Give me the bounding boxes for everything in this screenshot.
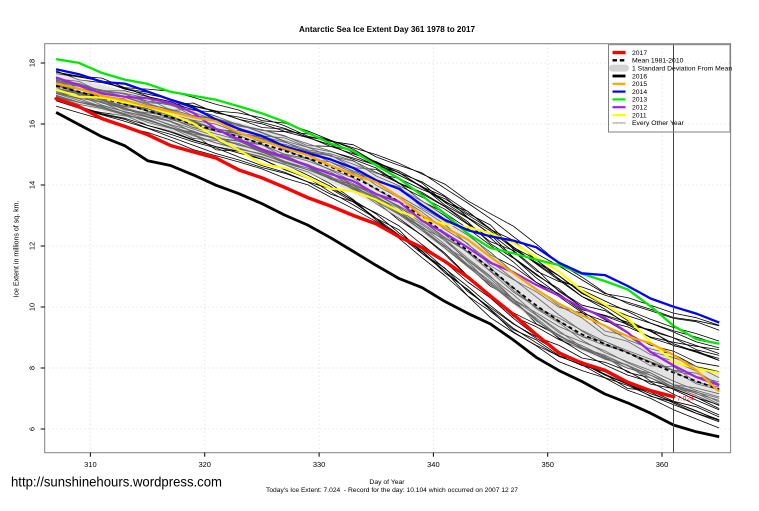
svg-text:310: 310 (84, 460, 97, 469)
svg-text:350: 350 (541, 460, 554, 469)
svg-text:2011: 2011 (632, 112, 647, 119)
svg-text:Antarctic Sea Ice Extent Day 3: Antarctic Sea Ice Extent Day 361 1978 to… (299, 25, 476, 34)
svg-text:16: 16 (28, 120, 37, 128)
svg-text:Every Other Year: Every Other Year (632, 120, 684, 127)
svg-text:360: 360 (656, 460, 669, 469)
svg-text:320: 320 (198, 460, 211, 469)
svg-text:18: 18 (28, 59, 37, 67)
svg-text:2012: 2012 (632, 105, 647, 112)
svg-text:2017: 2017 (632, 50, 647, 57)
svg-text:1 Standard Deviation From Mean: 1 Standard Deviation From Mean (632, 65, 732, 72)
svg-text:10: 10 (28, 303, 37, 311)
svg-text:14: 14 (28, 181, 37, 189)
svg-text:2016: 2016 (632, 73, 647, 80)
svg-text:2014: 2014 (632, 89, 647, 96)
svg-text:Ice Extent in millions of sq.: Ice Extent in millions of sq. km. (14, 200, 21, 297)
svg-text:Day of Year: Day of Year (369, 479, 405, 486)
svg-text:6: 6 (28, 427, 37, 431)
svg-text:2013: 2013 (632, 97, 647, 104)
svg-text:http://sunshinehours.wordpress: http://sunshinehours.wordpress.com (11, 473, 222, 489)
svg-text:12: 12 (28, 242, 37, 250)
svg-text:8: 8 (28, 366, 37, 370)
svg-text:Mean 1981-2010: Mean 1981-2010 (632, 58, 684, 65)
svg-text:7.024: 7.024 (677, 395, 694, 402)
svg-text:2015: 2015 (632, 81, 647, 88)
svg-text:Today's Ice Extent: 7.024 - R: Today's Ice Extent: 7.024 - Record for t… (266, 487, 519, 494)
svg-text:330: 330 (313, 460, 326, 469)
svg-text:340: 340 (427, 460, 440, 469)
